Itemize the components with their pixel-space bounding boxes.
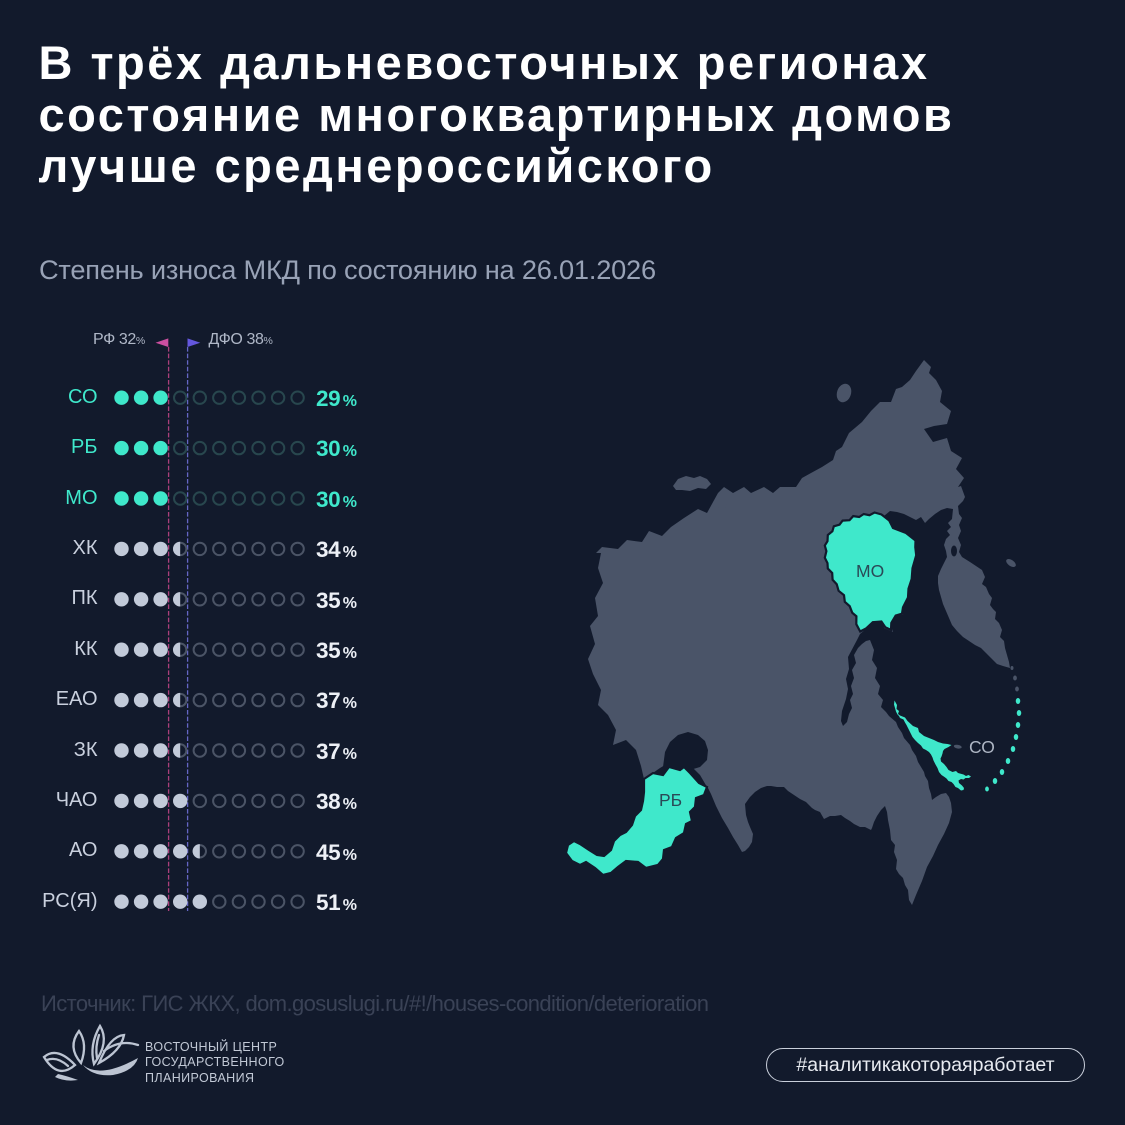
- svg-text:СО: СО: [969, 737, 995, 757]
- svg-text:МО: МО: [856, 561, 884, 581]
- svg-text:РБ: РБ: [659, 790, 682, 810]
